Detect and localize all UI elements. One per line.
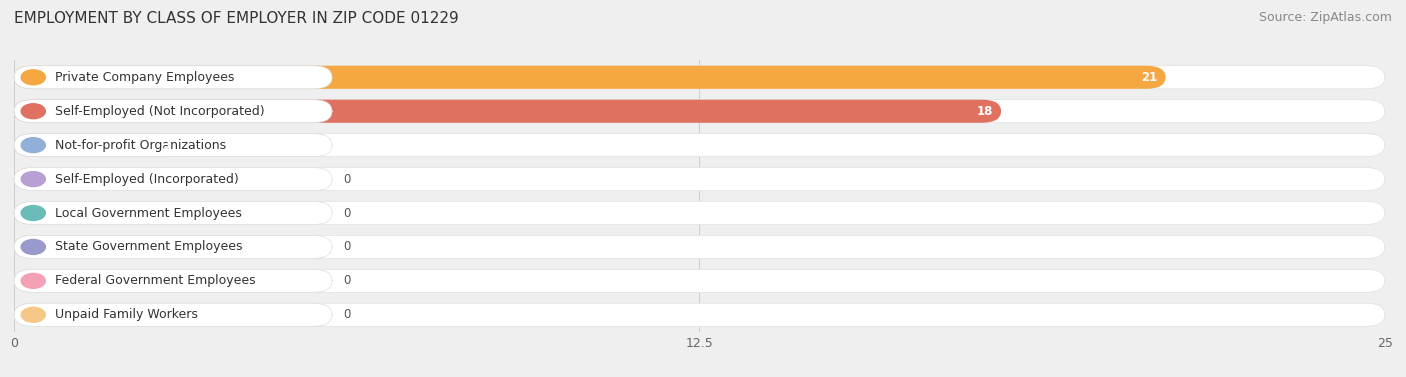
- FancyBboxPatch shape: [14, 167, 332, 191]
- Text: 0: 0: [343, 274, 350, 287]
- Text: Local Government Employees: Local Government Employees: [55, 207, 242, 219]
- Circle shape: [21, 172, 45, 187]
- FancyBboxPatch shape: [14, 66, 1385, 89]
- Circle shape: [21, 104, 45, 119]
- Circle shape: [21, 307, 45, 322]
- Text: 0: 0: [343, 173, 350, 185]
- FancyBboxPatch shape: [14, 100, 332, 123]
- Text: Federal Government Employees: Federal Government Employees: [55, 274, 256, 287]
- Text: Self-Employed (Not Incorporated): Self-Employed (Not Incorporated): [55, 105, 264, 118]
- Text: 3: 3: [162, 139, 170, 152]
- Circle shape: [21, 239, 45, 254]
- FancyBboxPatch shape: [14, 201, 1385, 225]
- Text: Self-Employed (Incorporated): Self-Employed (Incorporated): [55, 173, 239, 185]
- FancyBboxPatch shape: [14, 201, 332, 225]
- Text: 0: 0: [343, 241, 350, 253]
- Text: 21: 21: [1142, 71, 1157, 84]
- Text: 18: 18: [977, 105, 993, 118]
- Text: 0: 0: [343, 308, 350, 321]
- Text: State Government Employees: State Government Employees: [55, 241, 243, 253]
- FancyBboxPatch shape: [14, 269, 332, 293]
- FancyBboxPatch shape: [14, 100, 1001, 123]
- FancyBboxPatch shape: [14, 133, 1385, 157]
- FancyBboxPatch shape: [14, 269, 1385, 293]
- Text: Private Company Employees: Private Company Employees: [55, 71, 235, 84]
- FancyBboxPatch shape: [14, 303, 332, 326]
- Text: Not-for-profit Organizations: Not-for-profit Organizations: [55, 139, 226, 152]
- FancyBboxPatch shape: [14, 235, 1385, 259]
- FancyBboxPatch shape: [14, 66, 332, 89]
- Text: 0: 0: [343, 207, 350, 219]
- Text: EMPLOYMENT BY CLASS OF EMPLOYER IN ZIP CODE 01229: EMPLOYMENT BY CLASS OF EMPLOYER IN ZIP C…: [14, 11, 458, 26]
- Text: Unpaid Family Workers: Unpaid Family Workers: [55, 308, 198, 321]
- FancyBboxPatch shape: [14, 133, 332, 157]
- FancyBboxPatch shape: [14, 100, 1385, 123]
- FancyBboxPatch shape: [14, 167, 1385, 191]
- Circle shape: [21, 138, 45, 153]
- Text: Source: ZipAtlas.com: Source: ZipAtlas.com: [1258, 11, 1392, 24]
- Circle shape: [21, 205, 45, 221]
- Circle shape: [21, 70, 45, 85]
- Circle shape: [21, 273, 45, 288]
- FancyBboxPatch shape: [14, 303, 1385, 326]
- FancyBboxPatch shape: [14, 235, 332, 259]
- FancyBboxPatch shape: [14, 66, 1166, 89]
- FancyBboxPatch shape: [14, 133, 179, 157]
